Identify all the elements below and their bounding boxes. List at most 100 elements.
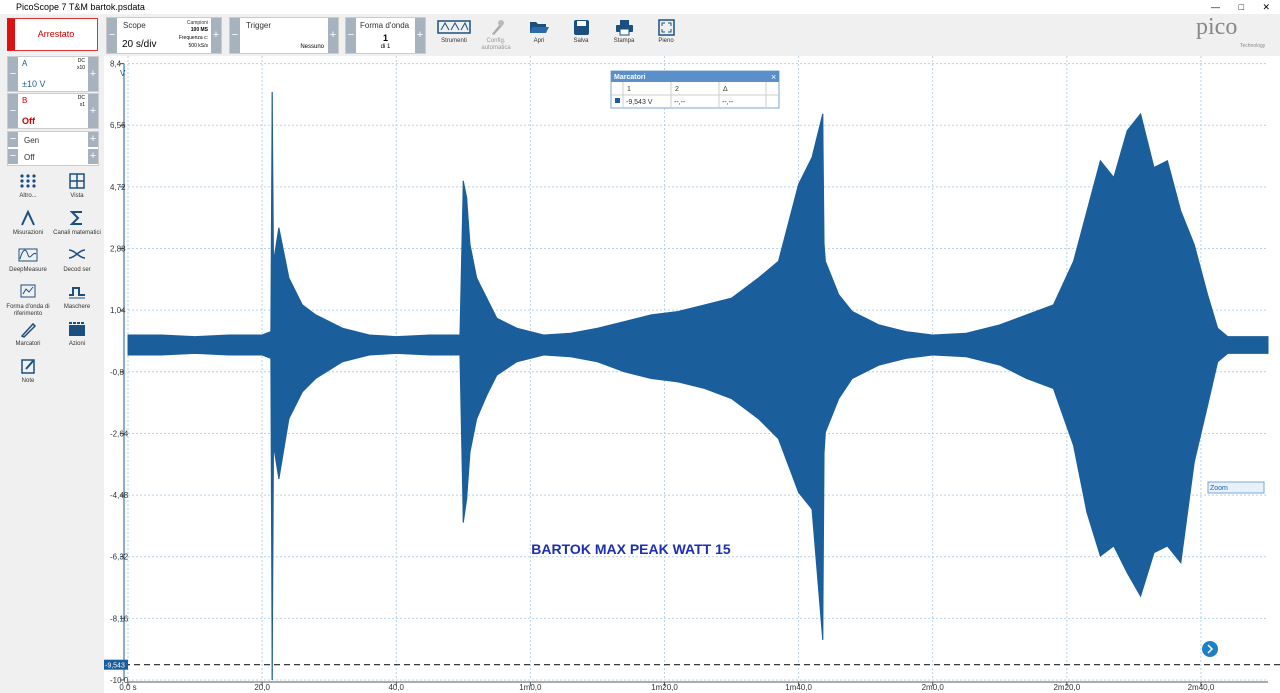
scope-plus[interactable]: + <box>211 18 221 53</box>
markers-header: 2 <box>675 86 679 93</box>
channel-plus[interactable]: + <box>88 94 98 128</box>
tool-label: Azioni <box>68 341 86 347</box>
waveform-of: di 1 <box>380 44 391 50</box>
markers-window[interactable]: Marcatori × 1 2 Δ -9,543 V --,-- --,-- <box>610 70 780 109</box>
icon <box>69 287 85 299</box>
markers-close[interactable]: × <box>771 72 776 82</box>
coupling: DC <box>77 95 85 101</box>
tool-label: Note <box>21 378 35 384</box>
timebase[interactable]: 20 s/div <box>122 39 157 50</box>
waveform-group: − + Forma d'onda 1 di 1 <box>345 17 426 54</box>
gen-minus[interactable]: − <box>8 132 18 147</box>
tool-button[interactable]: Note <box>4 357 52 385</box>
icon <box>21 359 35 374</box>
scope-view: 8,4 6,56 4,72 2,88 1,04 -0,8 -2,64 -4,48 -6,32 -8… <box>104 56 1280 693</box>
button-label: Pieno <box>658 38 674 44</box>
gen-plus[interactable]: + <box>88 132 98 147</box>
y-tick-label: 8,4 <box>110 60 122 69</box>
maximize[interactable]: □ <box>1238 2 1244 12</box>
tool-label: Decod ser <box>63 267 91 273</box>
channel-name: A <box>22 59 28 68</box>
annotation: BARTOK MAX PEAK WATT 15 <box>531 541 731 557</box>
x-tick-label: 40,0 <box>388 683 404 692</box>
x-tick-label: 1m20,0 <box>651 683 678 692</box>
trigger-mode[interactable]: Nessuno <box>300 44 324 50</box>
tool-label: Vista <box>70 193 84 199</box>
channel-plus[interactable]: + <box>88 57 98 91</box>
scope-minus[interactable]: − <box>107 18 117 53</box>
icon <box>20 322 37 338</box>
close[interactable]: ✕ <box>1262 2 1270 12</box>
icon <box>658 19 675 36</box>
icon <box>20 174 36 188</box>
markers-title: Marcatori <box>614 74 646 81</box>
scope-group: − + Scope 20 s/div Campioni 100 MS Frequ… <box>106 17 222 54</box>
tool-button[interactable]: Azioni <box>53 320 101 348</box>
open-button[interactable]: Apri <box>515 18 563 44</box>
x-tick-label: 2m40,0 <box>1188 683 1215 692</box>
axes: 8,4 6,56 4,72 2,88 1,04 -0,8 -2,64 -4,48 -6,32 -8… <box>104 60 1280 692</box>
icon <box>616 20 633 36</box>
title-bar: PicoScope 7 T&M bartok.psdata — □ ✕ <box>0 0 1280 14</box>
x-tick-label: 2m0,0 <box>922 683 945 692</box>
tool-button[interactable]: Decod ser <box>53 246 101 274</box>
channel-b: − + B DC x1 Off <box>7 93 99 129</box>
autosetup-button[interactable]: Config. automatica <box>472 18 520 52</box>
run-button[interactable]: Arrestato <box>7 18 98 51</box>
gen-plus[interactable]: + <box>88 149 98 164</box>
icon <box>530 22 549 33</box>
samples[interactable]: 100 MS <box>190 27 208 33</box>
button-label: Apri <box>533 38 545 44</box>
channel-range[interactable]: Off <box>22 116 35 126</box>
channel-minus[interactable]: − <box>8 57 18 91</box>
button-label: Salva <box>573 38 589 44</box>
print-button[interactable]: Stampa <box>600 18 648 44</box>
tool-button[interactable]: Vista <box>53 172 101 200</box>
left-panel: − + A DC x10 ±10 V − + B DC x1 Off − + −… <box>0 56 104 693</box>
minimize[interactable]: — <box>1211 2 1220 12</box>
tool-button[interactable]: Misurazioni <box>4 209 52 237</box>
zoom-label: Zoom <box>1210 485 1228 492</box>
fullscreen-button[interactable]: Pieno <box>642 18 690 44</box>
icon <box>20 284 36 298</box>
y-tick-label: -8,16 <box>110 614 129 623</box>
x-tick-label: 1m0,0 <box>519 683 542 692</box>
zoom-box[interactable]: Zoom <box>1207 481 1265 494</box>
save-button[interactable]: Salva <box>557 18 605 44</box>
tool-button[interactable]: Marcatori <box>4 320 52 348</box>
tool-button[interactable]: DeepMeasure <box>4 246 52 274</box>
tool-button[interactable]: Maschere <box>53 283 101 311</box>
icon <box>69 211 82 225</box>
waveform-label: Forma d'onda <box>360 21 410 30</box>
markers-header: Δ <box>723 86 728 93</box>
tool-button[interactable]: Altro... <box>4 172 52 200</box>
y-tick-label: -4,48 <box>110 491 129 500</box>
tool-label: DeepMeasure <box>9 267 47 273</box>
waveform <box>127 92 1269 681</box>
scroll-button[interactable] <box>1202 641 1218 657</box>
y-tick-label: -6,32 <box>110 553 129 562</box>
channel-minus[interactable]: − <box>8 94 18 128</box>
gen-state[interactable]: Off <box>24 153 35 162</box>
button-label: Strumenti <box>441 38 467 44</box>
icon <box>68 249 86 259</box>
markers-cell: -9,543 V <box>626 99 653 106</box>
waveform-minus[interactable]: − <box>346 18 356 53</box>
trigger-minus[interactable]: − <box>230 18 240 53</box>
waveform-plus[interactable]: + <box>415 18 425 53</box>
tool-button[interactable]: Canali matematici <box>53 209 101 237</box>
y-tick-label: -2,64 <box>110 429 129 438</box>
logo: pico <box>1196 14 1238 40</box>
tool-label: Altro... <box>19 193 37 199</box>
tools-button[interactable]: Strumenti <box>430 18 478 44</box>
channel-range[interactable]: ±10 V <box>22 79 46 89</box>
tool-button[interactable]: Forma d'onda di riferimento <box>4 283 52 318</box>
gen-minus[interactable]: − <box>8 149 18 164</box>
trigger-plus[interactable]: + <box>328 18 338 53</box>
icon <box>69 322 85 336</box>
tool-label: Misurazioni <box>12 230 44 236</box>
samples-label: Campioni <box>186 20 208 26</box>
icon <box>574 20 589 35</box>
x-tick-label: 20,0 <box>254 683 270 692</box>
